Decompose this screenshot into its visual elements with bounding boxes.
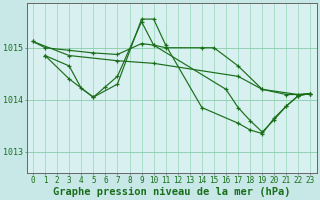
X-axis label: Graphe pression niveau de la mer (hPa): Graphe pression niveau de la mer (hPa)	[53, 186, 291, 197]
